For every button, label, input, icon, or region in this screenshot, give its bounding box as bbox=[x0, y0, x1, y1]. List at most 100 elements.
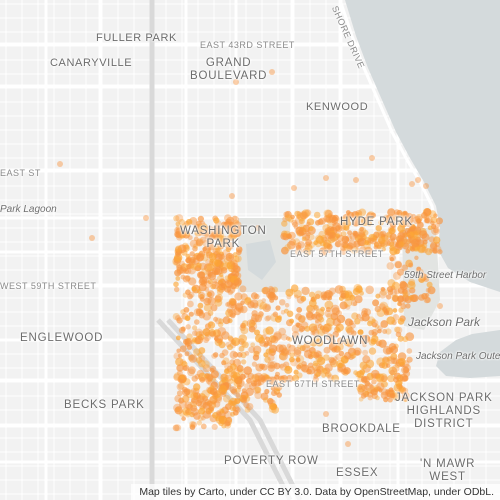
data-point bbox=[388, 227, 396, 235]
data-point bbox=[318, 247, 328, 256]
data-point bbox=[208, 405, 215, 412]
data-point bbox=[339, 248, 347, 256]
data-point bbox=[180, 274, 186, 280]
data-point bbox=[193, 243, 199, 249]
data-point bbox=[246, 377, 252, 384]
data-point bbox=[264, 304, 271, 311]
data-point bbox=[332, 222, 342, 231]
data-point bbox=[251, 373, 260, 383]
data-point bbox=[424, 292, 430, 298]
data-point bbox=[320, 240, 326, 247]
data-point bbox=[405, 303, 411, 309]
data-point bbox=[202, 328, 211, 337]
data-point bbox=[306, 312, 315, 321]
data-point bbox=[345, 441, 351, 447]
data-point bbox=[387, 397, 393, 403]
data-point bbox=[380, 388, 388, 396]
data-point bbox=[372, 299, 380, 307]
data-point bbox=[410, 246, 416, 252]
data-point bbox=[396, 295, 404, 303]
data-point bbox=[417, 221, 424, 229]
data-point bbox=[308, 291, 316, 298]
data-point bbox=[322, 323, 332, 333]
data-point bbox=[308, 323, 318, 333]
data-point bbox=[292, 335, 298, 341]
data-point bbox=[284, 214, 293, 222]
data-point bbox=[351, 312, 359, 320]
data-point bbox=[207, 380, 213, 386]
data-point bbox=[221, 360, 227, 366]
data-point bbox=[371, 318, 376, 323]
data-point bbox=[394, 261, 402, 269]
data-point bbox=[302, 248, 309, 254]
label-washington-park: WASHINGTON PARK bbox=[180, 225, 267, 250]
map-attribution[interactable]: Map tiles by Carto, under CC BY 3.0. Dat… bbox=[131, 484, 500, 500]
data-point bbox=[371, 322, 378, 328]
data-point bbox=[284, 303, 290, 308]
data-point bbox=[328, 342, 338, 351]
data-point bbox=[233, 219, 239, 225]
data-point bbox=[233, 307, 242, 316]
data-point bbox=[310, 297, 316, 302]
data-point bbox=[313, 305, 318, 310]
data-point bbox=[329, 231, 336, 239]
data-point bbox=[306, 304, 314, 313]
data-point bbox=[185, 324, 191, 330]
data-point bbox=[387, 208, 396, 217]
data-point bbox=[240, 326, 249, 335]
data-point bbox=[377, 236, 386, 244]
data-point bbox=[358, 208, 367, 217]
data-point bbox=[324, 309, 333, 318]
data-point bbox=[233, 279, 242, 287]
data-point bbox=[205, 373, 212, 380]
data-point bbox=[382, 307, 388, 312]
data-point bbox=[395, 326, 403, 334]
data-point bbox=[235, 303, 244, 312]
data-point bbox=[436, 217, 443, 225]
data-point bbox=[387, 374, 395, 383]
data-point bbox=[335, 310, 342, 317]
data-point bbox=[336, 359, 345, 369]
data-point bbox=[243, 401, 250, 409]
data-point bbox=[301, 236, 307, 242]
data-point bbox=[185, 231, 190, 237]
data-point bbox=[251, 361, 257, 367]
data-point bbox=[207, 297, 216, 306]
data-point bbox=[201, 389, 210, 399]
label-west-59th-street: WEST 59TH STREET bbox=[0, 281, 97, 291]
data-point bbox=[244, 351, 250, 356]
data-point bbox=[197, 302, 204, 309]
data-point bbox=[279, 363, 284, 369]
data-point bbox=[430, 241, 438, 250]
data-point bbox=[426, 281, 433, 288]
data-point bbox=[378, 339, 387, 348]
data-point bbox=[238, 334, 248, 343]
data-point bbox=[361, 307, 368, 315]
data-point bbox=[341, 235, 350, 244]
data-point bbox=[394, 326, 401, 333]
data-point bbox=[241, 320, 249, 327]
data-point bbox=[211, 281, 220, 290]
data-point bbox=[197, 352, 203, 358]
data-point bbox=[365, 336, 370, 341]
data-point bbox=[412, 232, 418, 238]
label-poverty-row: POVERTY ROW bbox=[224, 455, 319, 467]
data-point bbox=[425, 297, 431, 303]
label-jackson-park-outer-harbor: Jackson Park Oute bbox=[416, 351, 500, 362]
data-point bbox=[244, 383, 251, 390]
data-point bbox=[288, 344, 296, 352]
data-point bbox=[333, 356, 338, 361]
label-jackson-park-highlands: JACKSON PARK HIGHLANDS DISTRICT bbox=[395, 392, 493, 430]
data-point bbox=[323, 411, 329, 417]
data-point bbox=[401, 394, 409, 401]
data-point bbox=[368, 329, 375, 336]
data-point bbox=[232, 351, 239, 358]
data-point bbox=[173, 215, 180, 222]
data-point bbox=[226, 262, 234, 270]
data-point bbox=[181, 386, 188, 393]
data-point bbox=[202, 364, 211, 373]
data-point bbox=[389, 392, 395, 399]
data-point bbox=[197, 271, 205, 280]
data-point bbox=[401, 375, 409, 382]
